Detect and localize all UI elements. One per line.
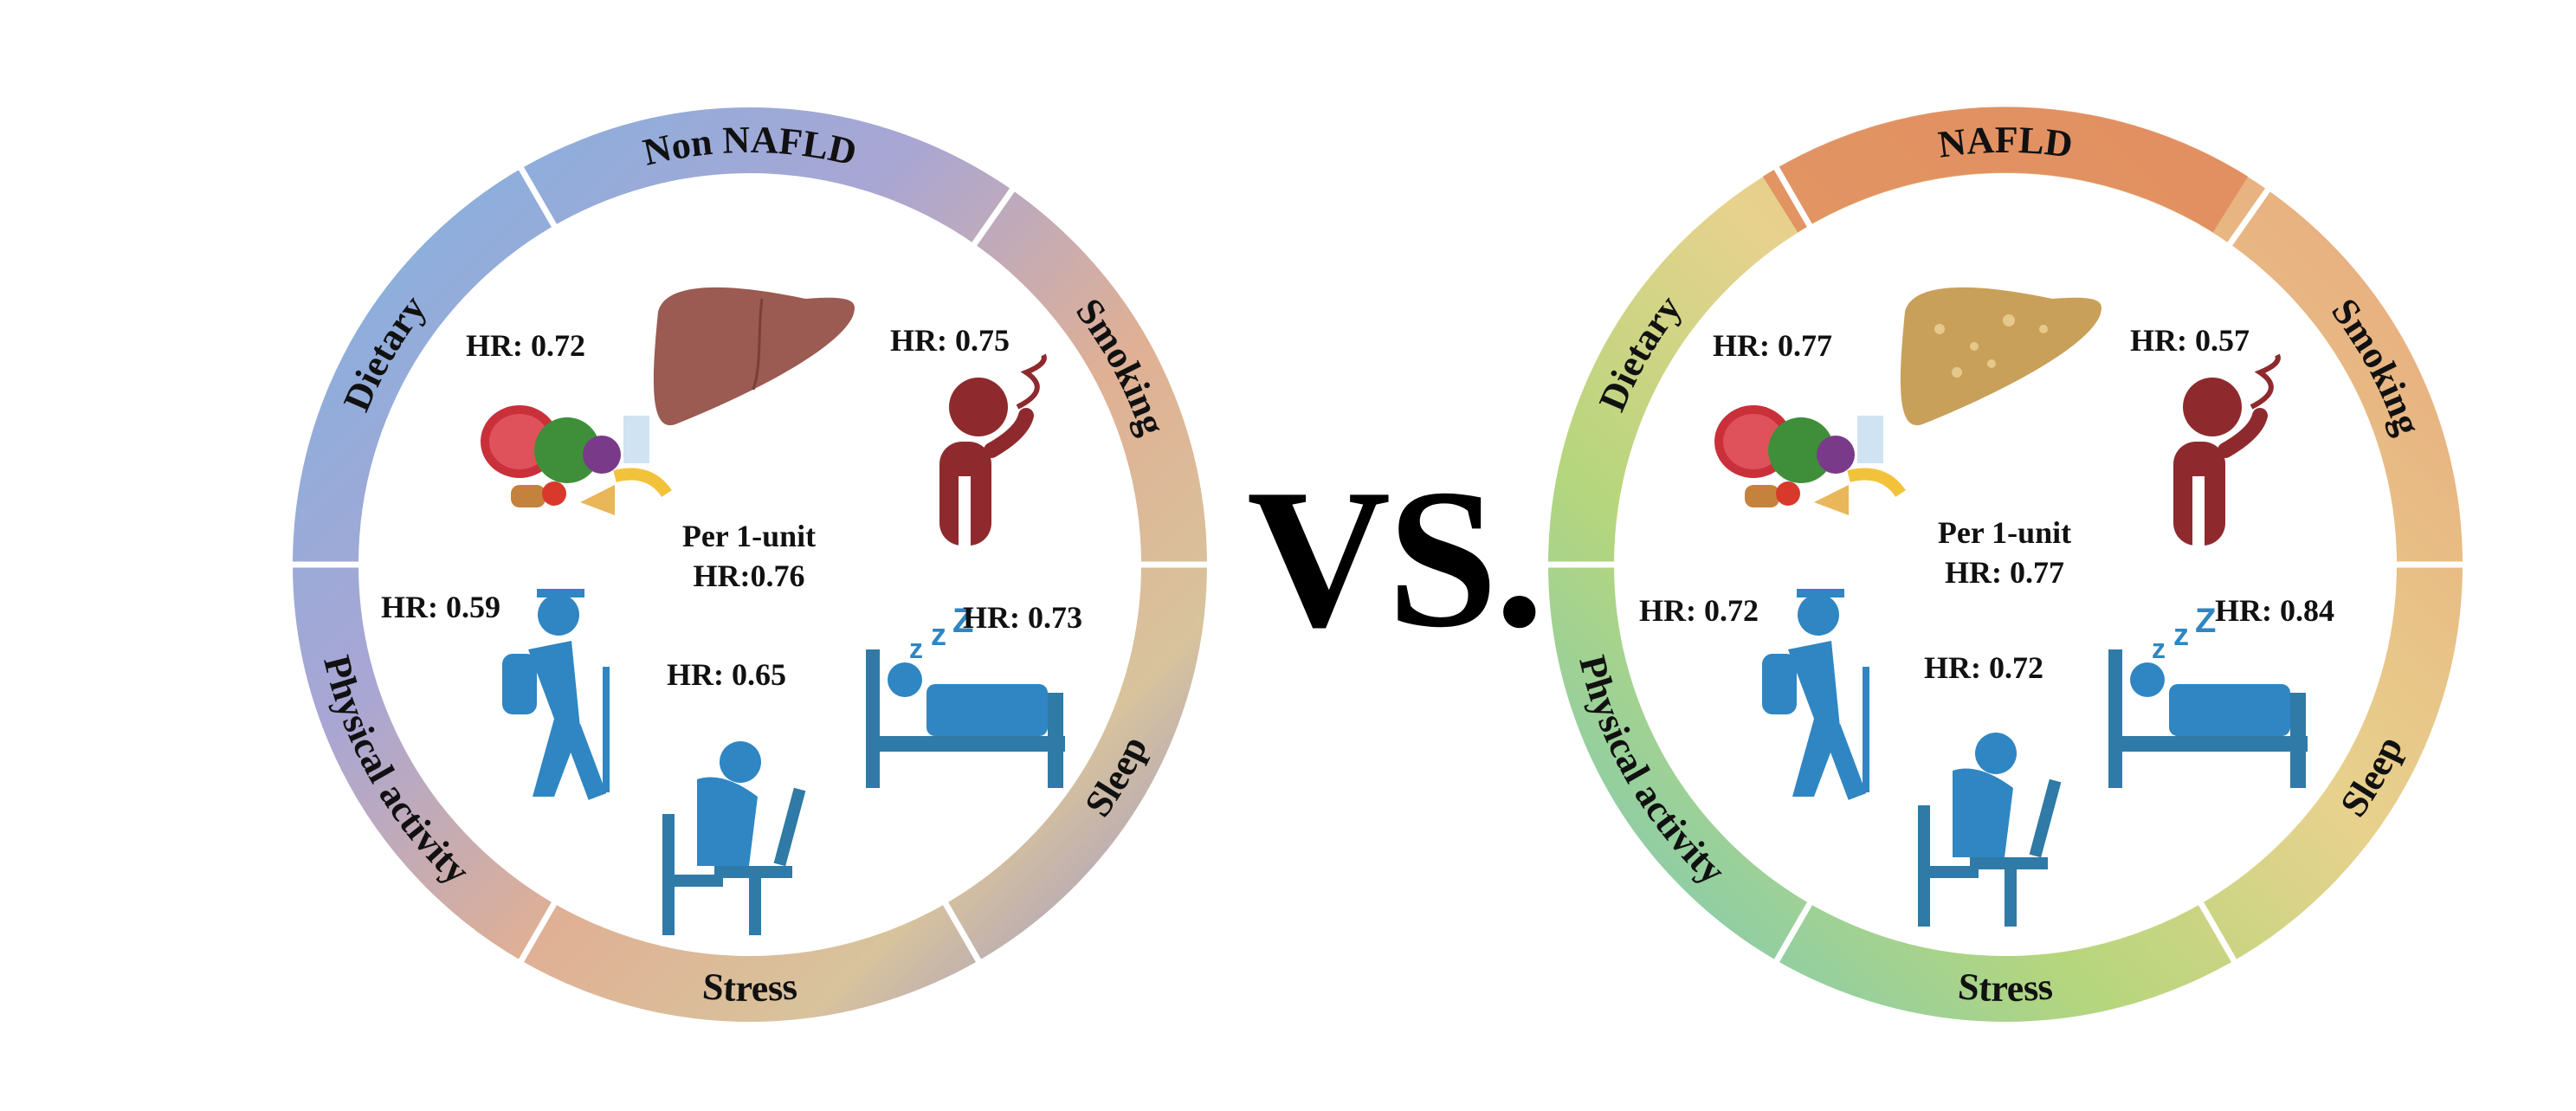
smoking-person-icon [2173, 353, 2281, 546]
center-line-1: Per 1-unit [1937, 515, 2072, 550]
center-line-1: Per 1-unit [681, 519, 817, 553]
ring-label-group: NAFLD [1936, 119, 2076, 166]
svg-text:z: z [2173, 617, 2189, 652]
ring-label-physical-activity: Physical activity [315, 651, 478, 892]
center-line-2: HR: 0.77 [1945, 555, 2064, 590]
sleeping-bed-icon: z z Z [2108, 602, 2308, 788]
stressed-worker-icon [1918, 733, 2062, 927]
ring-separator [2196, 899, 2240, 967]
smoking-person-icon [939, 353, 1047, 546]
sleeping-bed-icon: z z Z [866, 602, 1065, 788]
hr-dietary: HR: 0.72 [466, 328, 585, 363]
ring-label-stress: Stress [1956, 965, 2054, 1010]
ring-separator [2225, 184, 2274, 249]
ring-separator [1771, 162, 1815, 230]
svg-text:z: z [909, 633, 923, 664]
healthy-liver-icon [653, 287, 855, 426]
hr-smoking: HR: 0.57 [2130, 323, 2250, 358]
hr-smoking: HR: 0.75 [890, 323, 1010, 358]
food-icon [481, 405, 672, 515]
hr-dietary: HR: 0.77 [1713, 328, 1832, 363]
hr-physical-activity: HR: 0.59 [381, 590, 500, 624]
food-icon [1714, 405, 1906, 515]
fatty-liver-icon [1900, 287, 2101, 426]
ring-separator [515, 899, 559, 967]
hr-stress: HR: 0.65 [667, 657, 786, 692]
hr-sleep: HR: 0.73 [963, 600, 1082, 635]
hr-sleep: HR: 0.84 [2215, 593, 2334, 628]
ring-label-physical-activity: Physical activity [1571, 651, 1733, 892]
ring-separators [287, 162, 2468, 967]
hr-stress: HR: 0.72 [1924, 650, 2043, 685]
hr-physical-activity: HR: 0.72 [1639, 593, 1759, 628]
svg-text:Z: Z [952, 602, 973, 640]
svg-text:z: z [2152, 633, 2166, 664]
ring-label-stress: Stress [700, 965, 798, 1010]
svg-text:z: z [931, 617, 946, 652]
vs-label: VS. [1247, 448, 1545, 669]
svg-text:Z: Z [2195, 602, 2216, 640]
ring-separator [940, 899, 985, 967]
center-line-2: HR:0.76 [693, 559, 805, 593]
ring-separator [970, 184, 1018, 249]
stressed-worker-icon [662, 741, 806, 935]
center-summary: Per 1-unit HR:0.76 [658, 516, 840, 596]
ring-separator [1771, 899, 1815, 967]
hiker-icon [1762, 589, 1869, 800]
center-summary: Per 1-unit HR: 0.77 [1914, 513, 2095, 592]
hiker-icon [502, 589, 610, 800]
ring-separator [515, 162, 559, 230]
